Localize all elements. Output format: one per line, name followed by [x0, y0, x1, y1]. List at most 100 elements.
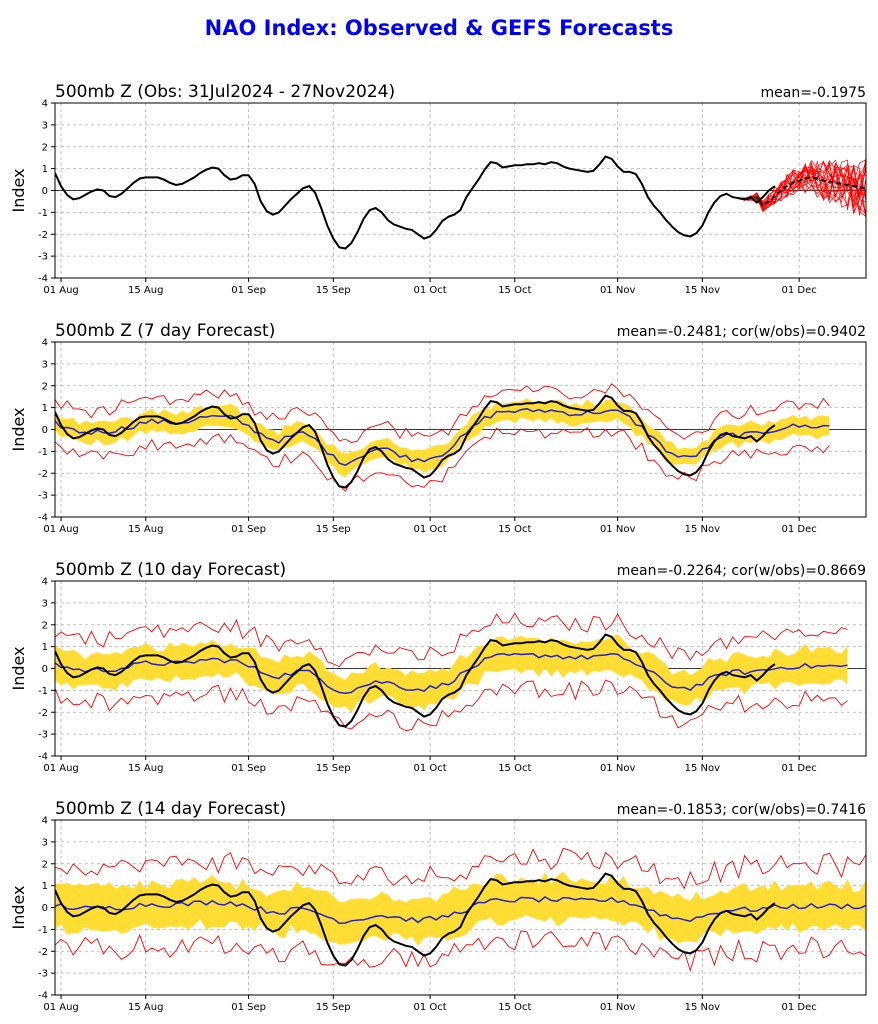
x-tick-label: 01 Oct: [413, 524, 446, 535]
y-tick-label: -2: [38, 230, 48, 241]
x-tick-label: 15 Sep: [316, 763, 351, 774]
y-tick-label: 0: [42, 903, 48, 914]
y-tick-label: 1: [42, 164, 48, 175]
panel-2: 4 3 2 1 0 -1 -2 -3 -401 Aug 15 Aug 01 Sep 15 Sep 01 …: [9, 321, 867, 535]
x-tick-label: 01 Oct: [413, 763, 446, 774]
y-tick-label: -1: [38, 925, 48, 936]
x-tick-label: 15 Oct: [498, 1002, 531, 1013]
main-title: NAO Index: Observed & GEFS Forecasts: [204, 16, 674, 40]
y-tick-label: -3: [38, 730, 48, 741]
upper-extreme-line: [55, 847, 866, 890]
y-tick-label: 3: [42, 837, 48, 848]
x-tick-label: 01 Nov: [600, 1002, 636, 1013]
y-tick-label: -4: [38, 513, 48, 524]
plot-area: [55, 847, 866, 973]
y-tick-label: 4: [42, 338, 48, 349]
y-tick-label: -1: [38, 208, 48, 219]
ensemble-member-line: [738, 167, 866, 217]
y-tick-label: 3: [42, 359, 48, 370]
y-tick-label: 1: [42, 642, 48, 653]
x-tick-label: 01 Oct: [413, 285, 446, 296]
y-tick-label: -4: [38, 274, 48, 285]
x-tick-label: 01 Nov: [600, 524, 636, 535]
y-tick-label: 4: [42, 577, 48, 588]
x-tick-label: 01 Dec: [782, 763, 817, 774]
y-tick-label: 1: [42, 881, 48, 892]
x-tick-label: 15 Oct: [498, 285, 531, 296]
x-tick-label: 01 Nov: [600, 285, 636, 296]
y-tick-label: 2: [42, 859, 48, 870]
y-tick-label: 4: [42, 99, 48, 110]
lower-extreme-line: [55, 426, 830, 492]
y-tick-label: 0: [42, 186, 48, 197]
upper-extreme-line: [55, 383, 830, 443]
x-tick-label: 15 Nov: [685, 524, 721, 535]
y-tick-label: 2: [42, 381, 48, 392]
observed-line: [55, 394, 776, 489]
x-tick-label: 15 Sep: [316, 285, 351, 296]
observed-line: [55, 633, 776, 728]
y-tick-label: 3: [42, 598, 48, 609]
plot-area: [55, 612, 848, 732]
x-tick-label: 01 Nov: [600, 763, 636, 774]
y-tick-label: -2: [38, 469, 48, 480]
y-axis-label: Index: [9, 885, 28, 929]
panel-stat: mean=-0.2264; cor(w/obs)=0.8669: [617, 563, 866, 579]
y-tick-label: 4: [42, 816, 48, 827]
y-tick-label: -3: [38, 252, 48, 263]
panel-title: 500mb Z (Obs: 31Jul2024 - 27Nov2024): [55, 82, 395, 102]
y-tick-label: 2: [42, 142, 48, 153]
y-tick-label: -2: [38, 708, 48, 719]
x-tick-label: 15 Aug: [128, 285, 163, 296]
y-tick-label: 1: [42, 403, 48, 414]
panel-stat: mean=-0.2481; cor(w/obs)=0.9402: [617, 324, 866, 340]
y-tick-label: 3: [42, 120, 48, 131]
panel-stat: mean=-0.1975: [761, 85, 866, 101]
x-tick-label: 15 Sep: [316, 1002, 351, 1013]
x-tick-label: 01 Dec: [782, 524, 817, 535]
x-tick-label: 01 Sep: [231, 763, 266, 774]
x-tick-label: 15 Sep: [316, 524, 351, 535]
y-axis-label: Index: [9, 646, 28, 690]
x-tick-label: 15 Aug: [128, 1002, 163, 1013]
panel-1: 4 3 2 1 0 -1 -2 -3 -401 Aug 15 Aug 01 Sep 15 Sep 01 …: [9, 82, 867, 296]
spread-band: [55, 398, 830, 478]
x-tick-label: 01 Sep: [231, 524, 266, 535]
y-tick-label: -3: [38, 969, 48, 980]
x-tick-label: 15 Nov: [685, 763, 721, 774]
x-tick-label: 01 Aug: [43, 285, 78, 296]
lower-extreme-line: [55, 930, 866, 973]
observed-line: [55, 872, 776, 967]
ensemble-member-line: [738, 162, 866, 218]
spread-band: [55, 634, 848, 713]
panel-title: 500mb Z (10 day Forecast): [55, 560, 286, 580]
x-tick-label: 01 Aug: [43, 1002, 78, 1013]
lower-extreme-line: [55, 679, 848, 732]
upper-extreme-line: [55, 612, 848, 668]
x-tick-label: 01 Sep: [231, 1002, 266, 1013]
x-tick-label: 01 Dec: [782, 1002, 817, 1013]
x-tick-label: 01 Oct: [413, 1002, 446, 1013]
x-tick-label: 01 Dec: [782, 285, 817, 296]
y-axis-label: Index: [9, 168, 28, 212]
observed-line: [55, 155, 776, 250]
y-tick-label: 0: [42, 425, 48, 436]
y-tick-label: -1: [38, 686, 48, 697]
x-tick-label: 15 Nov: [685, 1002, 721, 1013]
y-tick-label: -2: [38, 947, 48, 958]
x-tick-label: 15 Oct: [498, 763, 531, 774]
ensemble-member-line: [738, 166, 866, 214]
y-tick-label: -4: [38, 752, 48, 763]
x-tick-label: 15 Aug: [128, 763, 163, 774]
y-tick-label: 0: [42, 664, 48, 675]
panel-title: 500mb Z (14 day Forecast): [55, 799, 286, 819]
x-tick-label: 01 Aug: [43, 524, 78, 535]
y-tick-label: -1: [38, 447, 48, 458]
panel-stat: mean=-0.1853; cor(w/obs)=0.7416: [617, 802, 866, 818]
y-tick-label: 2: [42, 620, 48, 631]
panel-3: 4 3 2 1 0 -1 -2 -3 -401 Aug 15 Aug 01 Sep 15 Sep 01 …: [9, 560, 867, 774]
forecast-mean-line: [738, 176, 866, 208]
panel-4: 4 3 2 1 0 -1 -2 -3 -401 Aug 15 Aug 01 Sep 15 Sep 01 …: [9, 799, 867, 1013]
y-tick-label: -3: [38, 491, 48, 502]
